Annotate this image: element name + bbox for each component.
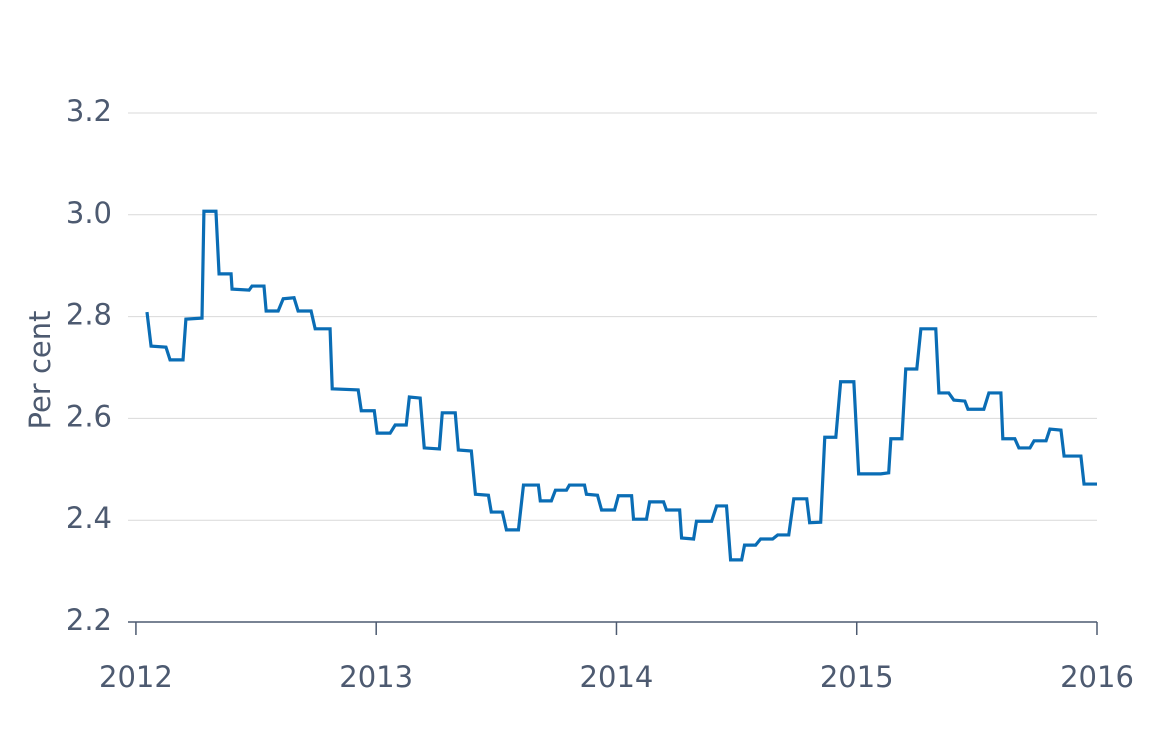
- x-tick-label: 2015: [820, 660, 894, 694]
- x-tick-label: 2014: [580, 660, 654, 694]
- y-tick-label: 2.6: [66, 399, 112, 433]
- y-tick-label: 2.4: [66, 501, 112, 535]
- y-tick-label: 3.2: [66, 94, 112, 128]
- y-tick-label: 2.8: [66, 298, 112, 332]
- data-line: [145, 209, 1097, 562]
- x-tick-label: 2013: [339, 660, 413, 694]
- x-tick-label: 2012: [99, 660, 173, 694]
- y-axis-label: Per cent: [23, 311, 57, 430]
- y-tick-label: 2.2: [66, 603, 112, 637]
- y-tick-label: 3.0: [66, 196, 112, 230]
- x-tick-label: 2016: [1060, 660, 1134, 694]
